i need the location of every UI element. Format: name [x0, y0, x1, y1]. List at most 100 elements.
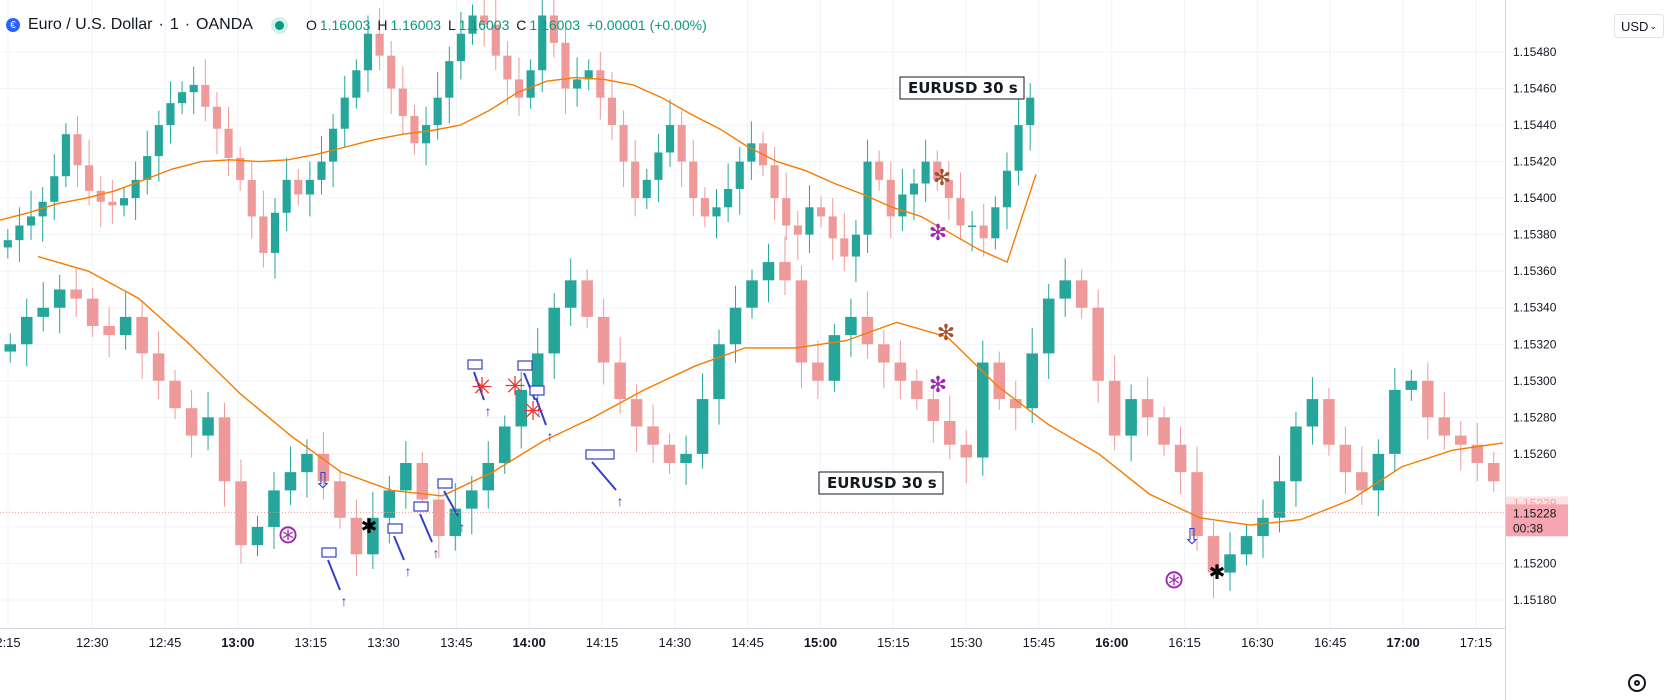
market-status-icon[interactable] — [274, 20, 284, 30]
marker-line — [419, 513, 433, 543]
main-series-candle-body — [375, 33, 384, 56]
time-tick-label: 12:30 — [76, 635, 109, 650]
lower-series-candle-body — [927, 399, 940, 421]
lower-series-candle-body — [944, 420, 956, 445]
lower-series-candle-body — [53, 289, 66, 308]
main-series-candle-body — [561, 42, 570, 89]
lower-series-candle-body — [1306, 399, 1319, 427]
overlay-label-upper-box — [899, 76, 1025, 100]
time-tick-label: 14:45 — [731, 635, 764, 650]
red-star-icon: ✳ — [471, 372, 493, 402]
lower-series-candle-body — [1339, 444, 1352, 473]
main-series-candle-body — [491, 24, 500, 56]
lower-series-candle-body — [136, 316, 148, 354]
lower-series-candle-body — [1141, 399, 1154, 418]
time-tick-label: 12:45 — [149, 635, 182, 650]
symbol-title[interactable]: Euro / U.S. Dollar — [28, 16, 153, 33]
time-tick-label: 16:15 — [1168, 635, 1201, 650]
main-series-candle-body — [724, 189, 733, 208]
main-series-candle-body — [747, 143, 756, 162]
lower-series-candle-body — [251, 526, 264, 546]
currency-button[interactable]: USD ⌄ — [1614, 14, 1664, 38]
ohlc-readout: O 1.16003 H 1.16003 L 1.16003 C 1.16003 +0.0… — [306, 17, 710, 33]
lower-series-candle-body — [779, 262, 791, 281]
main-series-candle-body — [305, 179, 314, 195]
asterisk-marker-icon: ✻ — [937, 320, 955, 345]
lower-series-candle-body — [531, 353, 544, 390]
lower-series-candle-body — [37, 307, 49, 317]
countdown-label: 00:38 — [1513, 521, 1543, 535]
lower-series-candle-body — [993, 362, 1006, 400]
currency-label: USD — [1621, 18, 1649, 34]
lower-series-candle-body — [696, 399, 709, 454]
main-series-candle-body — [154, 125, 163, 157]
arrow-up-icon: ↑ — [547, 428, 554, 444]
main-series-candle-body — [944, 179, 953, 199]
main-series-candle-body — [96, 190, 105, 202]
lower-series-candle-body — [845, 316, 857, 336]
main-series-candle-body — [991, 207, 1000, 239]
main-series-candle-body — [956, 198, 965, 226]
chart-header: € Euro / U.S. Dollar · 1 · OANDA O 1.1600… — [0, 0, 710, 50]
main-series-candle-body — [3, 240, 12, 248]
lower-series-candle-body — [647, 426, 659, 445]
settings-gear-icon[interactable] — [1628, 674, 1646, 692]
time-tick-label: 15:30 — [950, 635, 983, 650]
lower-series-candle-body — [1174, 444, 1187, 473]
lower-series-candle-body — [416, 463, 429, 500]
low-value: 1.16003 — [458, 17, 510, 33]
time-tick-label: 13:30 — [367, 635, 400, 650]
main-series-candle-body — [863, 161, 872, 235]
lower-series-candle-body — [169, 380, 181, 409]
lower-series-candle-body — [1059, 280, 1071, 299]
main-series-candle-body — [468, 15, 477, 34]
lower-series-candle-body — [268, 490, 280, 527]
main-series-candle-body — [1002, 170, 1012, 208]
lower-series-candle-body — [284, 472, 297, 491]
main-series-candle-body — [607, 97, 617, 126]
main-series-candle-body — [549, 15, 558, 43]
lower-series-candle-body — [20, 316, 33, 345]
price-tick-label: 1.15200 — [1513, 556, 1557, 570]
main-series-candle-body — [1014, 125, 1023, 171]
marker-box — [387, 523, 403, 534]
header-separator: · — [184, 16, 191, 33]
main-series-candle-body — [828, 216, 837, 239]
lower-series-candle-body — [1422, 380, 1434, 418]
time-tick-label: 14:00 — [513, 635, 546, 650]
main-series-candle-body — [514, 79, 524, 98]
main-series-candle-body — [247, 179, 256, 217]
main-series-candle-body — [329, 128, 338, 162]
lower-series-candle-body — [812, 362, 824, 381]
main-series-candle-body — [38, 201, 47, 217]
lower-series-candle-body — [1455, 435, 1467, 445]
lower-series-candle-body — [1191, 472, 1203, 537]
main-series-candle-body — [875, 161, 884, 180]
main-moving-average-line — [0, 76, 1037, 264]
red-star-icon: ✳ — [504, 371, 526, 401]
lower-series-candle-body — [1372, 453, 1385, 491]
main-series-candle-body — [50, 176, 59, 202]
lower-series-candle-body — [317, 453, 330, 482]
main-series-candle-body — [793, 225, 802, 235]
asterisk-marker-icon: ⊛ — [277, 519, 299, 549]
lower-series-candle-body — [894, 362, 907, 381]
close-key: C — [516, 17, 527, 33]
main-series-candle-body — [503, 55, 512, 80]
main-series-candle-body — [817, 207, 826, 217]
arrow-up-icon: ↑ — [405, 563, 412, 579]
overlay-label-lower: EURUSD 30 s — [827, 474, 937, 492]
main-series-candle-body — [851, 234, 860, 257]
main-series-candle-body — [236, 157, 245, 180]
lower-series-candle-body — [70, 289, 82, 299]
lower-series-candle-body — [795, 280, 808, 363]
marker-line — [591, 461, 617, 491]
main-series-candle-body — [108, 201, 117, 206]
main-series-candle-body — [387, 55, 396, 89]
main-series-candle-body — [352, 70, 361, 98]
arrow-up-icon: ↑ — [536, 403, 543, 419]
interval-label[interactable]: 1 — [169, 16, 179, 33]
lower-series-candle-body — [119, 316, 132, 336]
lower-series-candle-body — [878, 344, 890, 363]
